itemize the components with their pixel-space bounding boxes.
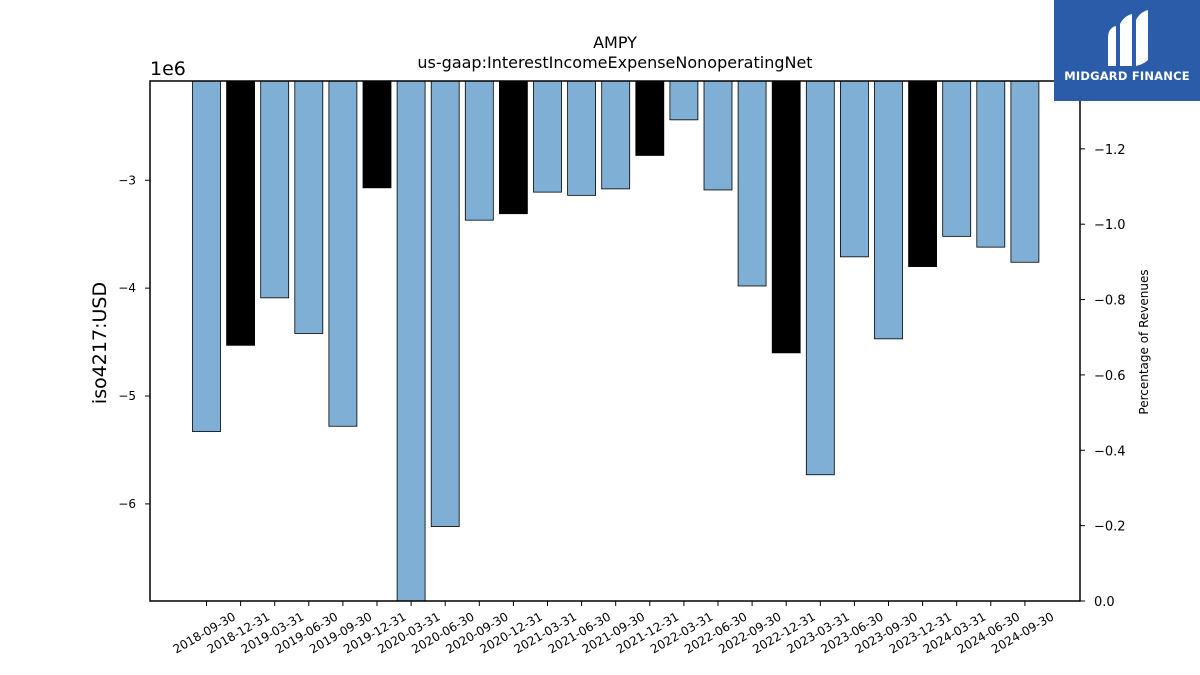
bar-2018-09-30 (192, 80, 221, 433)
bar-2024-06-30 (976, 80, 1006, 248)
bar-2023-06-30 (840, 80, 869, 258)
bar-2021-06-30 (567, 80, 596, 196)
bar-2019-06-30 (294, 80, 324, 334)
bar-2021-09-30 (601, 80, 631, 190)
bar-2023-12-31 (908, 80, 937, 267)
bar-2020-09-30 (464, 80, 494, 221)
bar-2023-03-31 (805, 80, 835, 476)
midgard-logo: MIDGARD FINANCE (1054, 0, 1200, 101)
y2-tick-label: 0.0 (1094, 595, 1115, 610)
chart-title: AMPY (593, 33, 637, 52)
bar-2018-12-31 (226, 80, 256, 346)
y2-tick-label: −0.8 (1094, 294, 1126, 309)
y2-tick-label: −1.2 (1094, 143, 1126, 158)
bar-2022-06-30 (703, 80, 733, 191)
bar-2019-03-31 (260, 80, 290, 299)
bar-2021-03-31 (533, 80, 562, 193)
y2-tick-label: −0.4 (1094, 444, 1126, 459)
bar-2020-06-30 (430, 80, 460, 527)
y-tick-label: −5 (118, 389, 136, 403)
bar-2021-12-31 (635, 80, 665, 156)
y-offset-label: 1e6 (150, 58, 186, 80)
chart-subtitle: us-gaap:InterestIncomeExpenseNonoperatin… (417, 53, 812, 72)
bar-2022-03-31 (669, 80, 699, 121)
bar-2023-09-30 (874, 80, 903, 340)
bar-2019-09-30 (328, 80, 358, 427)
y2-tick-label: −0.2 (1094, 520, 1126, 535)
bar-2022-12-31 (771, 80, 801, 354)
x-axis-ticks: 2018-09-302018-12-312019-03-312019-06-30… (171, 601, 1056, 656)
y2-tick-label: −0.6 (1094, 369, 1126, 384)
bar-2020-03-31 (396, 80, 426, 602)
y2-axis-label: Percentage of Revenues (1137, 269, 1151, 414)
y-axis-ticks: −3 −4 −5 −6 (118, 173, 150, 511)
bar-2024-09-30 (1010, 80, 1040, 263)
bars-group (192, 80, 1040, 602)
bar-2022-09-30 (737, 80, 767, 287)
bar-2024-03-31 (942, 80, 972, 237)
plot-frame (149, 80, 1081, 602)
y2-tick-label: −1.0 (1094, 218, 1126, 233)
midgard-logo-icon (1108, 10, 1148, 66)
bar-2019-12-31 (362, 80, 392, 189)
y-tick-label: −3 (118, 173, 136, 187)
y-tick-label: −6 (118, 497, 136, 511)
logo-text: MIDGARD FINANCE (1064, 69, 1190, 83)
y2-axis-ticks: −1.2 −1.0 −0.8 −0.6 −0.4 −0.2 0.0 (1080, 143, 1126, 610)
bar-2020-12-31 (498, 80, 528, 215)
y-tick-label: −4 (118, 281, 136, 295)
y-axis-label: iso4217:USD (89, 282, 111, 404)
